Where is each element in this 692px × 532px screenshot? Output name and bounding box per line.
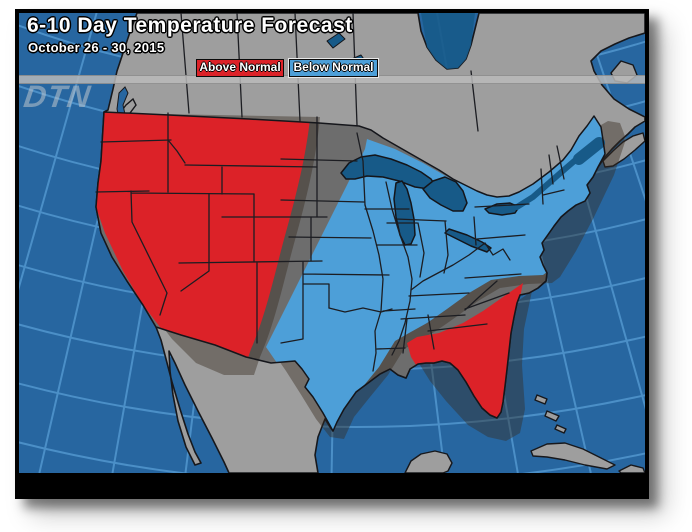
lake-erie [444,228,492,253]
hudson-bay-water [421,13,475,69]
bottom-bar [19,473,645,495]
legend-item-above-normal: Above Normal [196,59,284,77]
lake-michigan [393,180,416,246]
lake-huron [422,176,468,212]
dtn-watermark-logo: DTN [21,79,94,114]
above-normal-region-southeast [407,283,523,431]
legend-item-below-normal: Below Normal [289,59,378,77]
below-normal-region [266,113,605,431]
map-date-range: October 26 - 30, 2015 [28,40,165,55]
nova-scotia [602,132,645,168]
yucatan [404,450,453,473]
cuba [530,442,616,470]
map-area: DTN 6-10 Day Temperature Forecast Octobe… [19,13,645,473]
map-title: 6-10 Day Temperature Forecast [27,14,353,37]
forecast-image-frame: DTN 6-10 Day Temperature Forecast Octobe… [15,9,649,499]
hispaniola [618,464,645,473]
st-lawrence-mouth [573,137,605,165]
forecast-map [19,13,645,473]
bahamas [534,394,567,434]
islands [404,60,645,473]
us-outline [95,111,606,432]
